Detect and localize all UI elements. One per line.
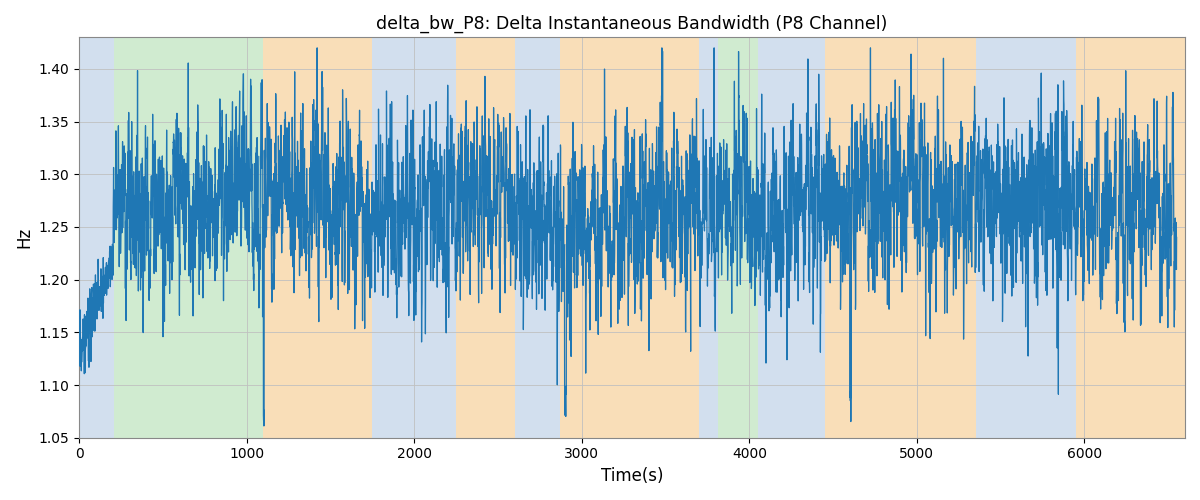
X-axis label: Time(s): Time(s) (601, 467, 664, 485)
Bar (515, 38, 560, 438)
Y-axis label: Hz: Hz (14, 227, 32, 248)
Bar (79, 38, 114, 438)
Bar (976, 38, 1076, 438)
Title: delta_bw_P8: Delta Instantaneous Bandwidth (P8 Channel): delta_bw_P8: Delta Instantaneous Bandwid… (377, 15, 888, 34)
Bar (114, 38, 264, 438)
Bar (456, 38, 515, 438)
Bar (1076, 38, 1186, 438)
Bar (560, 38, 700, 438)
Bar (372, 38, 456, 438)
Bar (718, 38, 757, 438)
Bar (757, 38, 824, 438)
Bar (824, 38, 976, 438)
Bar (700, 38, 718, 438)
Bar (264, 38, 372, 438)
